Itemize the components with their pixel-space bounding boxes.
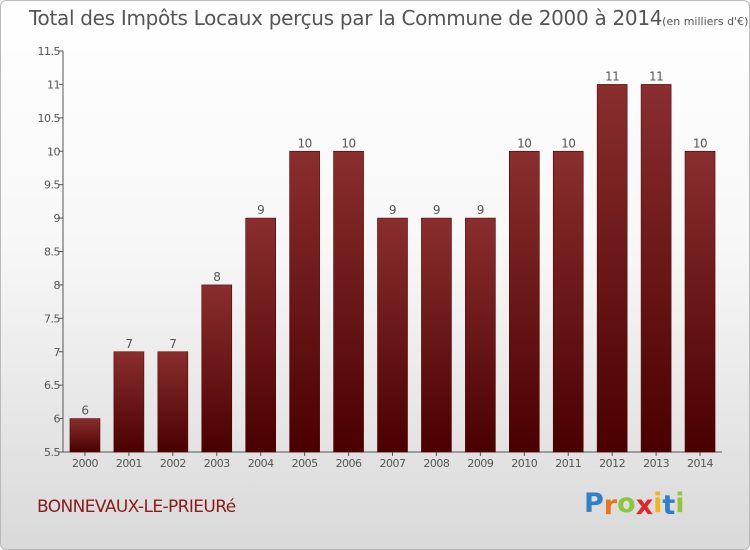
y-tick-label: 11: [47, 78, 60, 91]
logo-letter: P: [584, 488, 604, 519]
value-label: 7: [125, 337, 132, 351]
x-tick-label: 2005: [292, 457, 318, 470]
x-tick-label: 2006: [336, 457, 362, 470]
x-tick-label: 2009: [467, 457, 493, 470]
value-label: 11: [649, 69, 663, 83]
value-label: 8: [213, 270, 220, 284]
x-tick-label: 2011: [555, 457, 581, 470]
y-tick-label: 11.5: [38, 45, 61, 58]
bar: [201, 284, 233, 453]
x-tick-label: 2013: [643, 457, 669, 470]
value-label: 10: [561, 136, 575, 150]
y-tick-label: 8.5: [44, 246, 60, 259]
bar: [640, 84, 672, 453]
bar: [465, 217, 496, 453]
x-tick-label: 2007: [380, 457, 406, 470]
x-tick-label: 2001: [116, 457, 142, 470]
value-label: 10: [341, 136, 355, 150]
y-tick-label: 7.5: [44, 312, 60, 325]
chart-unit: (en milliers d'€): [662, 15, 749, 28]
y-tick-label: 6.5: [44, 379, 60, 392]
y-axis: 5.5 6 6.5 7 7.5 8 8.5 9 9.5 10 10.5 11 11.5: [38, 45, 64, 459]
bar: [377, 217, 408, 453]
y-tick-label: 6: [54, 413, 61, 426]
y-tick-label: 9.5: [44, 179, 60, 192]
bar: [421, 217, 452, 453]
proxiti-logo[interactable]: Proxiti: [584, 488, 685, 521]
x-axis: 2000 2001 2002 2003 2004 2005 2006 2007 2008 2009…: [63, 451, 722, 470]
bar: [552, 150, 584, 453]
value-label: 9: [477, 203, 484, 217]
x-tick-label: 2004: [248, 457, 274, 470]
value-label: 10: [693, 136, 707, 150]
bar-series: [69, 84, 716, 453]
y-tick-label: 9: [54, 212, 61, 225]
bar: [596, 84, 628, 453]
y-tick-label: 8: [54, 279, 61, 292]
bar: [508, 150, 540, 453]
bar: [333, 150, 364, 453]
x-tick-label: 2014: [687, 457, 713, 470]
logo-letter: t: [662, 490, 676, 521]
logo-letter: i: [675, 488, 685, 519]
x-tick-label: 2002: [160, 457, 186, 470]
bar: [69, 418, 101, 453]
x-tick-label: 2003: [204, 457, 230, 470]
value-labels: 6 7 7 8 9 10 10 9 9 9 10 10 11 11 10: [81, 69, 707, 417]
y-tick-label: 7: [54, 346, 61, 359]
bar: [157, 351, 189, 453]
value-label: 9: [389, 203, 396, 217]
value-label: 7: [169, 337, 176, 351]
x-tick-label: 2010: [511, 457, 537, 470]
commune-name: BONNEVAUX-LE-PRIEURé: [37, 497, 236, 517]
bar: [113, 351, 145, 453]
chart-title: Total des Impôts Locaux perçus par la Co…: [29, 6, 748, 30]
value-label: 9: [257, 203, 264, 217]
logo-letter: o: [617, 488, 636, 519]
bar: [245, 217, 276, 453]
value-label: 11: [605, 69, 619, 83]
bar: [684, 150, 716, 453]
y-tick-label: 5.5: [44, 446, 60, 459]
value-label: 6: [81, 404, 88, 418]
logo-letter: i: [653, 488, 663, 519]
logo-letter: r: [603, 490, 618, 521]
x-tick-label: 2000: [72, 457, 98, 470]
value-label: 10: [517, 136, 531, 150]
bar: [289, 150, 320, 453]
value-label: 10: [297, 136, 311, 150]
y-tick-label: 10: [47, 145, 60, 158]
chart-title-text: Total des Impôts Locaux perçus par la Co…: [29, 6, 663, 30]
x-tick-label: 2012: [599, 457, 625, 470]
logo-letter: x: [635, 490, 654, 521]
value-label: 9: [433, 203, 440, 217]
x-tick-label: 2008: [423, 457, 449, 470]
y-tick-label: 10.5: [38, 112, 61, 125]
